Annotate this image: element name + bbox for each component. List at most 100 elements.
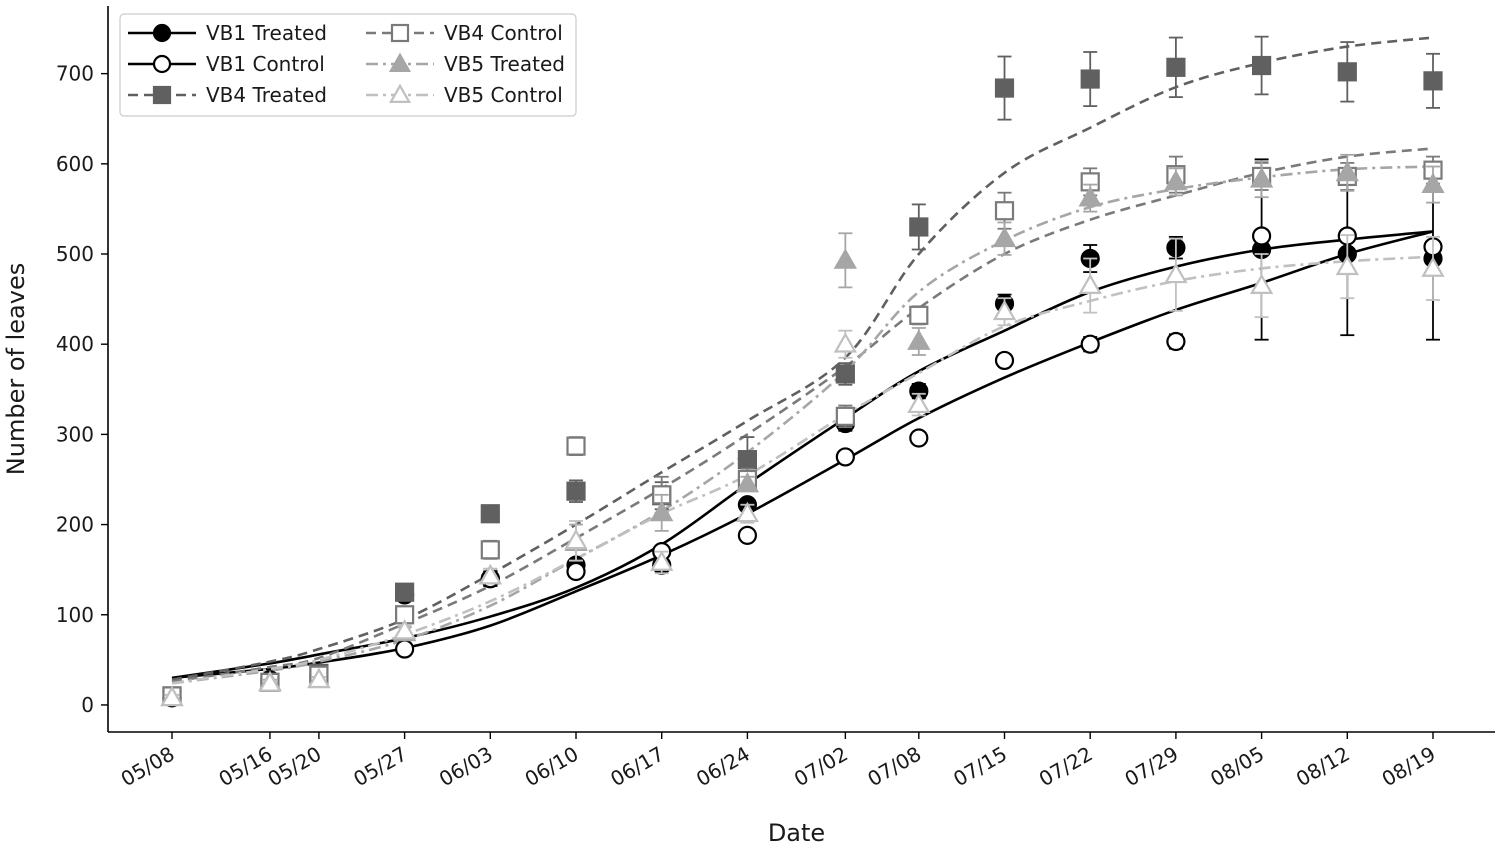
x-tick-label: 06/03 [435,742,497,792]
x-tick-label: 07/29 [1120,742,1182,792]
series-2-points [162,226,1443,708]
data-point [1078,273,1102,295]
x-tick-label: 08/05 [1206,742,1268,792]
legend-label: VB4 Control [444,21,563,45]
series-1-points [162,158,1443,708]
data-point [907,392,931,414]
y-tick-label: 200 [56,513,94,537]
data-point [1164,169,1188,191]
data-point [1080,334,1100,354]
data-point [1421,256,1445,277]
data-point [907,329,931,350]
x-tick-label: 06/17 [606,742,668,792]
y-tick-label: 500 [56,242,94,266]
data-point [994,350,1015,371]
y-tick-label: 300 [56,422,94,446]
data-point [566,436,586,456]
data-point [1252,226,1272,246]
legend-label: VB1 Control [206,52,325,76]
legend-box [119,13,577,117]
x-tick-label: 08/12 [1292,742,1354,792]
legend-marker [390,23,410,43]
data-point [566,481,586,501]
series-5-points [160,153,1445,707]
data-point [994,201,1015,221]
x-tick-label: 05/20 [263,742,325,792]
data-point [737,450,758,470]
y-axis-title: Number of leaves [2,263,30,475]
data-point [1078,186,1102,207]
series-6-points [160,234,1445,707]
data-point [994,78,1015,98]
fit-curve-series-2 [171,230,1434,680]
data-point [564,528,588,550]
x-tick-label: 05/27 [349,742,411,792]
series-4-points [162,155,1443,706]
data-point [650,550,674,571]
y-tick-label: 700 [56,62,94,86]
data-point [1335,254,1359,276]
data-point [1421,172,1445,194]
legend: VB1 Treated VB1 Control VB4 Treated VB4 Con… [119,13,577,117]
data-point [480,540,500,560]
data-point [1249,273,1274,295]
legend-label: VB5 Control [444,83,563,107]
data-point [258,671,282,692]
data-point [478,563,502,585]
legend-marker [152,85,172,105]
y-tick-label: 100 [56,603,94,627]
data-point [1335,160,1359,182]
x-tick-label: 07/15 [949,742,1011,792]
fit-curve-series-3 [171,36,1434,681]
data-point [835,406,855,426]
data-point [160,685,184,707]
legend-marker [152,54,172,74]
data-point [395,639,415,659]
plot-area [160,35,1445,708]
data-point [566,561,586,582]
fit-curve-series-5 [171,165,1434,685]
legend-marker [388,83,412,104]
y-tick-label: 400 [56,332,94,356]
x-tick-label: 05/08 [117,742,179,792]
series-3-points [162,35,1443,706]
data-point [650,500,674,522]
data-point [1252,55,1272,76]
legend-marker [388,52,412,73]
data-point [1337,62,1357,82]
data-point [735,501,760,523]
x-tick-label: 06/24 [692,742,754,792]
data-point [992,226,1017,248]
data-point [992,299,1017,321]
legend-marker [152,23,172,43]
data-point [833,332,858,353]
legend-label: VB4 Treated [206,83,327,107]
x-tick-label: 07/08 [863,742,925,792]
fit-curve-series-6 [171,255,1434,685]
data-point [1166,331,1186,352]
data-point [737,525,758,545]
x-tick-label: 08/19 [1378,742,1440,792]
x-tick-label: 07/22 [1035,742,1097,792]
x-tick-label: 07/02 [790,742,852,792]
legend-label: VB1 Treated [206,21,327,45]
data-point [1164,262,1188,284]
data-point [735,471,760,493]
data-point [307,667,331,689]
legend-label: VB5 Treated [444,52,565,76]
data-point [909,217,929,237]
data-point [833,248,858,269]
x-tick-label: 06/10 [521,742,583,792]
data-point [909,305,929,325]
data-point [909,428,929,448]
data-point [835,364,855,384]
x-tick-label: 05/16 [215,742,277,792]
data-point [835,447,855,467]
data-point [480,504,500,524]
data-point [1080,69,1100,89]
data-point [392,618,417,640]
fit-curve-series-4 [171,147,1434,683]
data-point [395,582,415,602]
